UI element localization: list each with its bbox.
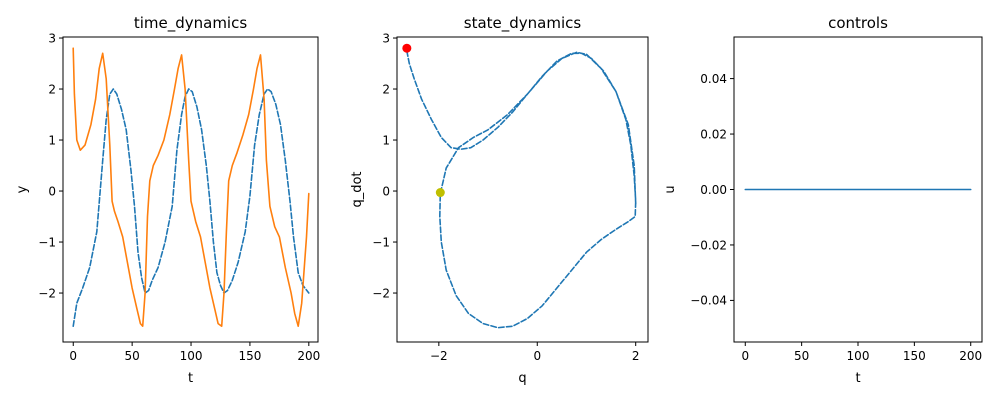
time-dynamics-xtick-label: 0: [69, 349, 77, 363]
time-dynamics-ylabel: y: [15, 185, 30, 193]
time-dynamics-ytick-label: 1: [48, 133, 56, 147]
controls-title: controls: [828, 14, 888, 32]
state-dynamics-title: state_dynamics: [464, 14, 582, 33]
state-dynamics-ytick-label: −2: [372, 286, 390, 300]
state-dynamics-ylabel: q_dot: [350, 171, 365, 207]
time-dynamics-title: time_dynamics: [134, 14, 248, 33]
state-dynamics-ytick-label: 2: [382, 82, 390, 96]
time-dynamics-ytick-label: 2: [48, 82, 56, 96]
time-dynamics-ytick-label: −1: [38, 235, 56, 249]
controls-ytick-label: −0.02: [690, 238, 727, 252]
controls-ylabel: u: [663, 185, 678, 193]
controls-xlabel: t: [855, 371, 860, 386]
time-dynamics-ytick-label: 0: [48, 184, 56, 198]
state-dynamics-xlabel: q: [518, 371, 526, 386]
state-dynamics-plot-area: [402, 43, 637, 329]
controls-ytick-label: −0.04: [690, 294, 727, 308]
time-dynamics-plot-area: [72, 47, 310, 327]
time-dynamics-series-0-line: [72, 88, 310, 327]
controls-ytick-label: 0.04: [700, 72, 727, 86]
state-dynamics-marker-2: [435, 188, 445, 198]
time-dynamics-ytick-label: 3: [48, 31, 56, 45]
controls-xtick-label: 50: [794, 349, 809, 363]
state-dynamics-series-0-line: [406, 50, 637, 329]
time-dynamics-series-1-line: [72, 47, 310, 327]
time-dynamics-xtick-label: 150: [238, 349, 261, 363]
controls-xtick-label: 150: [903, 349, 926, 363]
controls-xtick-label: 200: [959, 349, 982, 363]
controls-ytick-label: 0.00: [700, 183, 727, 197]
state-dynamics-marker-1: [402, 43, 412, 53]
controls-panel: 0 50 100 150 200 −0.04 −0.02 0.00 0.02 0.04 contro…: [663, 14, 983, 386]
time-dynamics-ytick-label: −2: [38, 286, 56, 300]
time-dynamics-xtick-label: 200: [297, 349, 320, 363]
state-dynamics-ytick-label: −1: [372, 235, 390, 249]
time-dynamics-xlabel: t: [188, 371, 193, 386]
state-dynamics-axes-frame: [396, 36, 649, 343]
time-dynamics-axes-frame: [62, 36, 319, 343]
time-dynamics-xtick-label: 100: [180, 349, 203, 363]
controls-xtick-label: 0: [741, 349, 749, 363]
state-dynamics-xtick-label: 0: [533, 349, 541, 363]
state-dynamics-xtick-label: −2: [430, 349, 448, 363]
state-dynamics-ytick-label: 3: [382, 31, 390, 45]
controls-xtick-label: 100: [847, 349, 870, 363]
state-dynamics-xtick-label: 2: [632, 349, 640, 363]
time-dynamics-xtick-label: 50: [124, 349, 139, 363]
state-dynamics-ytick-label: 1: [382, 133, 390, 147]
state-dynamics-ytick-label: 0: [382, 184, 390, 198]
controls-ytick-label: 0.02: [700, 127, 727, 141]
